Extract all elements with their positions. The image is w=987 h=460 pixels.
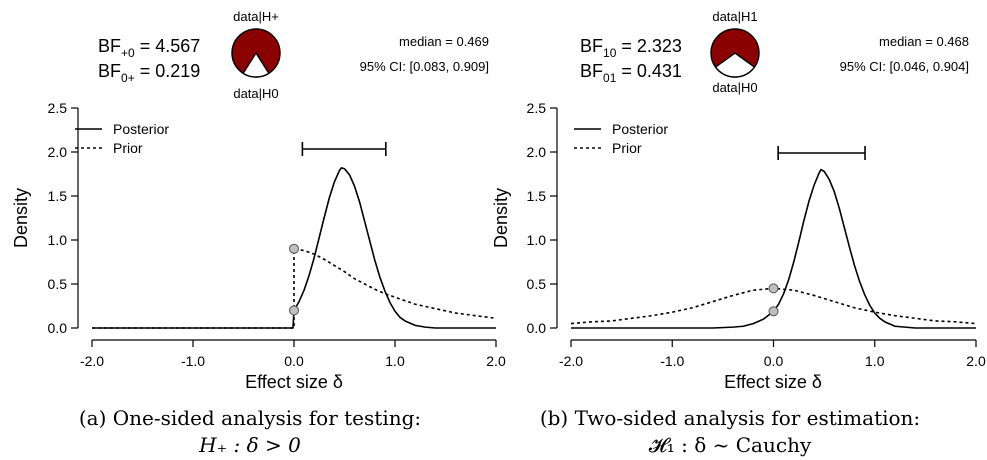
legend-posterior-a: Posterior <box>113 121 169 137</box>
x-axis-label-b: Effect size δ <box>724 372 822 392</box>
median-label-a: median = 0.469 <box>399 34 489 49</box>
y-tick-label-b-1: 0.5 <box>527 276 547 292</box>
x-tick-label-b-2: 0.0 <box>764 353 784 369</box>
y-tick-label-b-5: 2.5 <box>527 100 547 116</box>
density-plot-a: -2.0 -1.0 0.0 1.0 2.0 0.0 0.5 1.0 1.5 2.0 2.5 <box>48 100 506 369</box>
pie-chart-b <box>710 28 760 78</box>
y-tick-label-a-5: 2.5 <box>48 100 68 116</box>
density-plot-b: -2.0 -1.0 0.0 1.0 2.0 0.0 0.5 1.0 1.5 2.0 2.5 <box>527 100 986 369</box>
y-tick-label-b-4: 2.0 <box>527 144 547 160</box>
pie-slice-null-a <box>242 52 270 78</box>
x-tick-label-a-3: 1.0 <box>385 353 405 369</box>
caption-b-line1: (b) Two-sided analysis for estimation: <box>540 406 920 430</box>
x-tick-label-b-4: 2.0 <box>966 353 986 369</box>
x-tick-label-b-0: -2.0 <box>559 353 583 369</box>
pie-chart-a <box>231 28 281 78</box>
pie-bottom-label-a: data|H0 <box>233 86 278 101</box>
pie-top-label-b: data|H1 <box>712 9 757 24</box>
panel-b: BF10 = 2.323 BF01 = 0.431 data|H1 data|H… <box>491 9 986 457</box>
bf-bottom-label-b: BF01 = 0.431 <box>580 61 682 85</box>
ci-label-b: 95% CI: [0.046, 0.904] <box>840 59 969 74</box>
legend-posterior-b: Posterior <box>612 121 668 137</box>
x-tick-label-b-3: 1.0 <box>865 353 885 369</box>
x-tick-label-b-1: -1.0 <box>660 353 684 369</box>
pie-slice-null-b <box>714 52 756 78</box>
x-tick-label-a-4: 2.0 <box>486 353 506 369</box>
density-point-a-1 <box>289 305 299 316</box>
pie-bottom-label-b: data|H0 <box>712 80 757 95</box>
pie-top-label-a: data|H+ <box>233 9 279 24</box>
y-axis-label-a: Density <box>11 188 31 248</box>
y-tick-label-a-1: 0.5 <box>48 276 68 292</box>
bf-top-label-b: BF10 = 2.323 <box>580 36 682 60</box>
y-tick-label-b-0: 0.0 <box>527 320 547 336</box>
x-axis-label-a: Effect size δ <box>245 372 343 392</box>
legend-prior-b: Prior <box>612 140 642 156</box>
posterior-line-a <box>92 167 496 329</box>
bf-bottom-label-a: BF0+ = 0.219 <box>98 61 200 85</box>
y-tick-label-a-0: 0.0 <box>48 320 68 336</box>
legend-prior-a: Prior <box>113 140 143 156</box>
density-point-b-1 <box>768 306 779 317</box>
y-tick-label-a-2: 1.0 <box>48 232 68 248</box>
caption-a-line2: H₊ : δ > 0 <box>198 433 301 457</box>
panel-a: BF+0 = 4.567 BF0+ = 0.219 data|H+ data|H… <box>11 9 506 457</box>
x-tick-label-a-1: -1.0 <box>181 353 205 369</box>
y-tick-label-b-2: 1.0 <box>527 232 547 248</box>
bf-top-label-a: BF+0 = 4.567 <box>98 36 200 60</box>
caption-a-line1: (a) One-sided analysis for testing: <box>79 406 421 430</box>
density-point-b-0 <box>768 283 779 294</box>
prior-line-b <box>570 287 977 325</box>
y-axis-label-b: Density <box>491 188 511 248</box>
density-point-a-0 <box>289 243 299 254</box>
x-tick-label-a-2: 0.0 <box>284 353 304 369</box>
ci-label-a: 95% CI: [0.083, 0.909] <box>360 59 489 74</box>
median-label-b: median = 0.468 <box>879 34 969 49</box>
prior-line-a <box>92 248 497 329</box>
y-tick-label-b-3: 1.5 <box>527 188 547 204</box>
x-tick-label-a-0: -2.0 <box>80 353 104 369</box>
y-tick-label-a-4: 2.0 <box>48 144 68 160</box>
y-tick-label-a-3: 1.5 <box>48 188 68 204</box>
posterior-line-b <box>571 168 976 329</box>
caption-b-line2: 𝓗₁ : δ ~ Cauchy <box>649 433 812 457</box>
